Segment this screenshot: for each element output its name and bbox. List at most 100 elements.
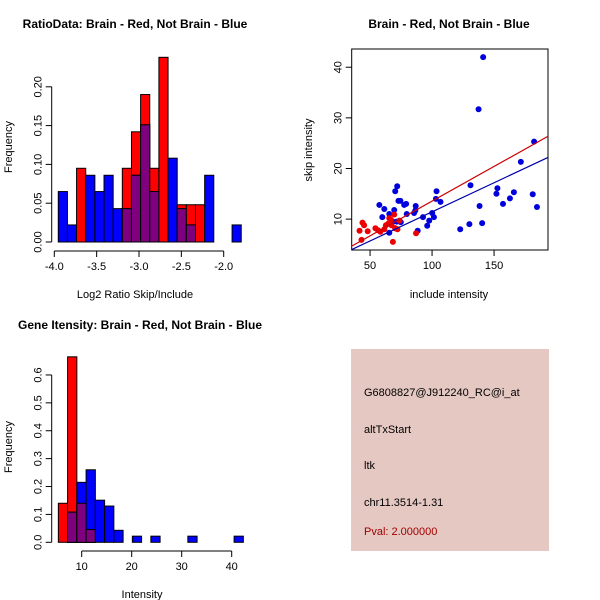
event-type: altTxStart: [364, 424, 412, 436]
bar-not-brain: [103, 174, 114, 243]
bar-not-brain: [113, 529, 124, 543]
point-not-brain: [494, 185, 501, 192]
point-not-brain: [381, 205, 388, 212]
y-tick-label: 0.1: [33, 507, 45, 522]
bar-brain: [76, 167, 87, 243]
point-brain: [387, 216, 394, 223]
bar-overlap: [67, 511, 78, 543]
intensity-scatter: Brain - Red, Not Brain - Blue include in…: [303, 17, 549, 301]
point-not-brain: [517, 158, 524, 165]
point-not-brain: [394, 183, 401, 190]
point-not-brain: [467, 182, 474, 189]
chromosome-location: chr11.3514-1.31: [364, 497, 444, 509]
bar-not-brain: [85, 174, 96, 243]
ratio-histogram-ylabel: Frequency: [3, 121, 15, 173]
bar-overlap: [130, 174, 142, 243]
point-not-brain: [533, 203, 540, 210]
point-not-brain: [433, 188, 440, 195]
x-tick-label: 30: [176, 561, 188, 573]
point-brain: [361, 222, 368, 229]
point-not-brain: [466, 221, 473, 228]
point-brain: [391, 211, 398, 218]
y-tick-label: 40: [333, 61, 345, 73]
bar-brain: [194, 204, 206, 243]
point-not-brain: [529, 191, 536, 198]
x-tick-label: -2.5: [172, 261, 191, 273]
y-tick-label: 0.00: [33, 231, 45, 252]
scatter-ylabel: skip intensity: [303, 118, 315, 181]
point-not-brain: [480, 54, 487, 61]
y-tick-label: 0.05: [33, 192, 45, 213]
bar-not-brain: [131, 535, 143, 543]
point-not-brain: [376, 201, 383, 208]
bar-not-brain: [231, 224, 242, 243]
x-tick-label: 20: [126, 561, 138, 573]
gene-histogram-ylabel: Frequency: [3, 421, 15, 473]
x-tick-label: -3.0: [130, 261, 149, 273]
scatter-xlabel: include intensity: [410, 289, 489, 301]
bar-not-brain: [94, 499, 106, 543]
bar-not-brain: [112, 208, 123, 243]
bar-overlap: [76, 502, 87, 543]
bar-not-brain: [233, 535, 244, 543]
y-tick-label: 10: [333, 213, 345, 225]
point-brain: [389, 238, 396, 245]
y-tick-label: 0.0: [33, 535, 45, 550]
bar-not-brain: [150, 535, 161, 543]
gene-histogram-title: Gene Itensity: Brain - Red, Not Brain - …: [18, 318, 262, 332]
gene-intensity-histogram: Gene Itensity: Brain - Red, Not Brain - …: [3, 318, 262, 600]
scatter-title: Brain - Red, Not Brain - Blue: [368, 17, 530, 31]
x-tick-label: 50: [364, 260, 376, 272]
scatter-frame: [351, 48, 549, 251]
bar-not-brain: [204, 174, 215, 243]
point-not-brain: [424, 222, 431, 229]
y-tick-label: 30: [333, 112, 345, 124]
gene-info-panel: G6808827@J912240_RC@i_at altTxStart ltk …: [351, 349, 549, 551]
point-not-brain: [476, 202, 483, 209]
point-not-brain: [430, 214, 437, 221]
ratio-histogram-title: RatioData: Brain - Red, Not Brain - Blue: [23, 17, 248, 31]
point-not-brain: [391, 207, 398, 214]
point-not-brain: [475, 106, 482, 113]
point-not-brain: [437, 198, 444, 205]
point-not-brain: [379, 214, 386, 221]
bar-not-brain: [187, 535, 198, 543]
x-tick-label: 100: [423, 260, 441, 272]
p-value: Pval: 2.000000: [364, 526, 438, 538]
x-tick-label: -3.5: [87, 261, 106, 273]
ratio-histogram-xlabel: Log2 Ratio Skip/Include: [77, 289, 193, 301]
probe-id: G6808827@J912240_RC@i_at: [364, 387, 520, 399]
point-not-brain: [499, 200, 506, 207]
x-tick-label: 10: [76, 561, 88, 573]
point-not-brain: [457, 226, 464, 233]
point-not-brain: [397, 197, 404, 204]
ratio-histogram: RatioData: Brain - Red, Not Brain - Blue…: [3, 17, 248, 301]
bar-overlap: [85, 528, 96, 543]
y-tick-label: 0.2: [33, 479, 45, 494]
fit-line-not-brain: [351, 156, 549, 251]
x-tick-label: 40: [226, 561, 238, 573]
fit-line-brain: [351, 135, 549, 247]
point-brain: [413, 230, 420, 237]
bar-overlap: [149, 191, 160, 243]
x-tick-label: -2.0: [214, 261, 233, 273]
x-tick-label: 150: [485, 260, 503, 272]
point-not-brain: [392, 188, 399, 195]
bar-overlap: [185, 224, 196, 243]
bar-not-brain: [167, 157, 178, 243]
bar-brain: [57, 502, 69, 543]
gene-histogram-xlabel: Intensity: [122, 589, 163, 600]
point-not-brain: [510, 189, 517, 196]
y-tick-label: 0.6: [33, 367, 45, 382]
bar-not-brain: [66, 224, 78, 243]
y-tick-label: 0.10: [33, 154, 45, 175]
y-tick-label: 20: [333, 162, 345, 174]
y-tick-label: 0.3: [33, 451, 45, 466]
y-tick-label: 0.15: [33, 115, 45, 136]
y-tick-label: 0.5: [33, 395, 45, 410]
point-not-brain: [426, 217, 433, 224]
x-tick-label: -4.0: [45, 261, 64, 273]
y-tick-label: 0.4: [33, 423, 45, 438]
point-not-brain: [493, 190, 500, 197]
